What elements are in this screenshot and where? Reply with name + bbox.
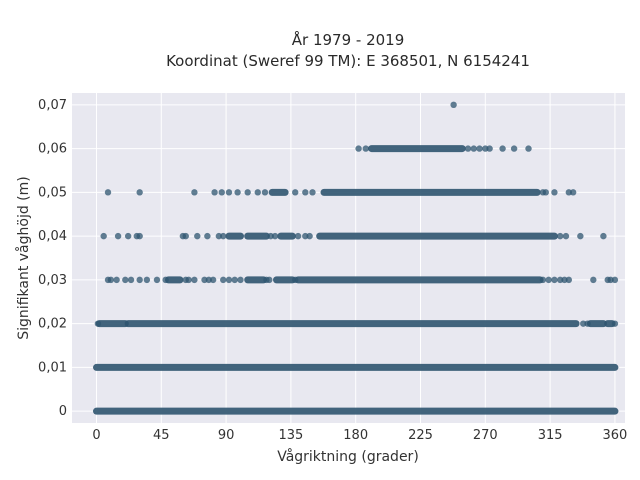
data-point bbox=[525, 145, 532, 152]
data-point bbox=[611, 276, 619, 284]
data-point bbox=[292, 189, 299, 196]
data-point bbox=[294, 232, 302, 240]
data-point bbox=[562, 232, 570, 240]
data-point bbox=[194, 232, 201, 240]
data-point bbox=[611, 320, 619, 327]
data-point bbox=[600, 232, 607, 240]
data-point bbox=[211, 189, 218, 196]
data-point bbox=[162, 276, 169, 284]
data-point bbox=[225, 276, 233, 284]
data-point bbox=[355, 145, 362, 152]
y-tick-label: 0,02 bbox=[38, 317, 67, 332]
data-point bbox=[584, 320, 591, 327]
data-point bbox=[191, 276, 198, 284]
data-point bbox=[271, 232, 279, 240]
data-point bbox=[225, 189, 233, 196]
data-point bbox=[302, 189, 309, 196]
x-tick-label: 0 bbox=[92, 428, 100, 443]
data-point bbox=[209, 276, 217, 284]
y-axis-ticks: 0 0,01 0,02 0,03 0,04 0,05 0,06 0,07 bbox=[38, 98, 67, 419]
data-point bbox=[261, 189, 269, 196]
x-tick-label: 315 bbox=[538, 428, 563, 443]
data-point bbox=[306, 232, 313, 240]
data-point bbox=[114, 232, 122, 240]
data-point bbox=[464, 145, 472, 152]
data-point bbox=[218, 189, 225, 196]
chart-subtitle: Koordinat (Sweref 99 TM): E 368501, N 61… bbox=[166, 52, 530, 70]
data-point bbox=[237, 276, 244, 284]
data-point bbox=[590, 276, 597, 284]
x-axis-label: Vågriktning (grader) bbox=[277, 448, 419, 465]
data-point bbox=[539, 276, 547, 284]
data-point bbox=[556, 232, 564, 240]
data-point bbox=[191, 189, 198, 196]
data-point bbox=[127, 276, 135, 284]
y-tick-label: 0,05 bbox=[38, 185, 67, 200]
x-axis-ticks: 0 45 90 135 180 225 270 315 360 bbox=[92, 428, 627, 443]
chart-title: År 1979 - 2019 bbox=[292, 30, 405, 49]
y-tick-label: 0,04 bbox=[38, 229, 67, 244]
data-point bbox=[450, 101, 457, 109]
data-point bbox=[136, 276, 143, 284]
data-point bbox=[476, 145, 483, 152]
data-point bbox=[499, 145, 506, 152]
x-tick-label: 225 bbox=[408, 428, 433, 443]
data-point bbox=[577, 232, 584, 240]
data-point bbox=[231, 276, 238, 284]
data-point bbox=[153, 276, 161, 284]
data-point bbox=[292, 276, 299, 284]
y-tick-label: 0 bbox=[59, 404, 67, 419]
data-point bbox=[551, 276, 558, 284]
x-tick-label: 90 bbox=[218, 428, 235, 443]
data-point bbox=[254, 189, 261, 196]
data-point bbox=[100, 232, 107, 240]
y-tick-label: 0,06 bbox=[38, 142, 67, 157]
data-point bbox=[94, 320, 102, 327]
x-tick-label: 360 bbox=[603, 428, 628, 443]
data-point bbox=[204, 232, 211, 240]
data-point bbox=[104, 189, 112, 196]
x-tick-label: 270 bbox=[473, 428, 498, 443]
data-point bbox=[542, 189, 549, 196]
data-point bbox=[220, 276, 227, 284]
data-point bbox=[234, 189, 241, 196]
y-tick-label: 0,03 bbox=[38, 273, 67, 288]
data-point bbox=[486, 145, 493, 152]
data-point bbox=[266, 276, 273, 284]
data-point bbox=[565, 276, 573, 284]
data-point bbox=[143, 276, 151, 284]
data-point bbox=[185, 276, 192, 284]
data-point bbox=[362, 145, 369, 152]
data-point bbox=[182, 232, 189, 240]
data-point bbox=[122, 276, 129, 284]
plot-area bbox=[72, 93, 625, 423]
y-tick-label: 0,01 bbox=[38, 360, 67, 375]
y-axis-label: Signifikant våghöjd (m) bbox=[15, 176, 32, 339]
data-point bbox=[551, 189, 558, 196]
data-point bbox=[136, 189, 143, 196]
x-tick-label: 135 bbox=[278, 428, 303, 443]
data-point bbox=[220, 232, 227, 240]
data-point bbox=[470, 145, 477, 152]
y-tick-label: 0,07 bbox=[38, 98, 67, 113]
x-tick-label: 180 bbox=[343, 428, 368, 443]
data-point bbox=[545, 276, 552, 284]
dense-bands bbox=[92, 145, 619, 415]
data-point bbox=[124, 232, 132, 240]
data-point bbox=[569, 189, 577, 196]
x-tick-label: 45 bbox=[153, 428, 170, 443]
data-point bbox=[510, 145, 518, 152]
data-point bbox=[113, 276, 120, 284]
data-point bbox=[244, 189, 251, 196]
data-points bbox=[92, 101, 619, 415]
data-point bbox=[136, 232, 143, 240]
data-point bbox=[107, 276, 115, 284]
data-point bbox=[309, 189, 316, 196]
